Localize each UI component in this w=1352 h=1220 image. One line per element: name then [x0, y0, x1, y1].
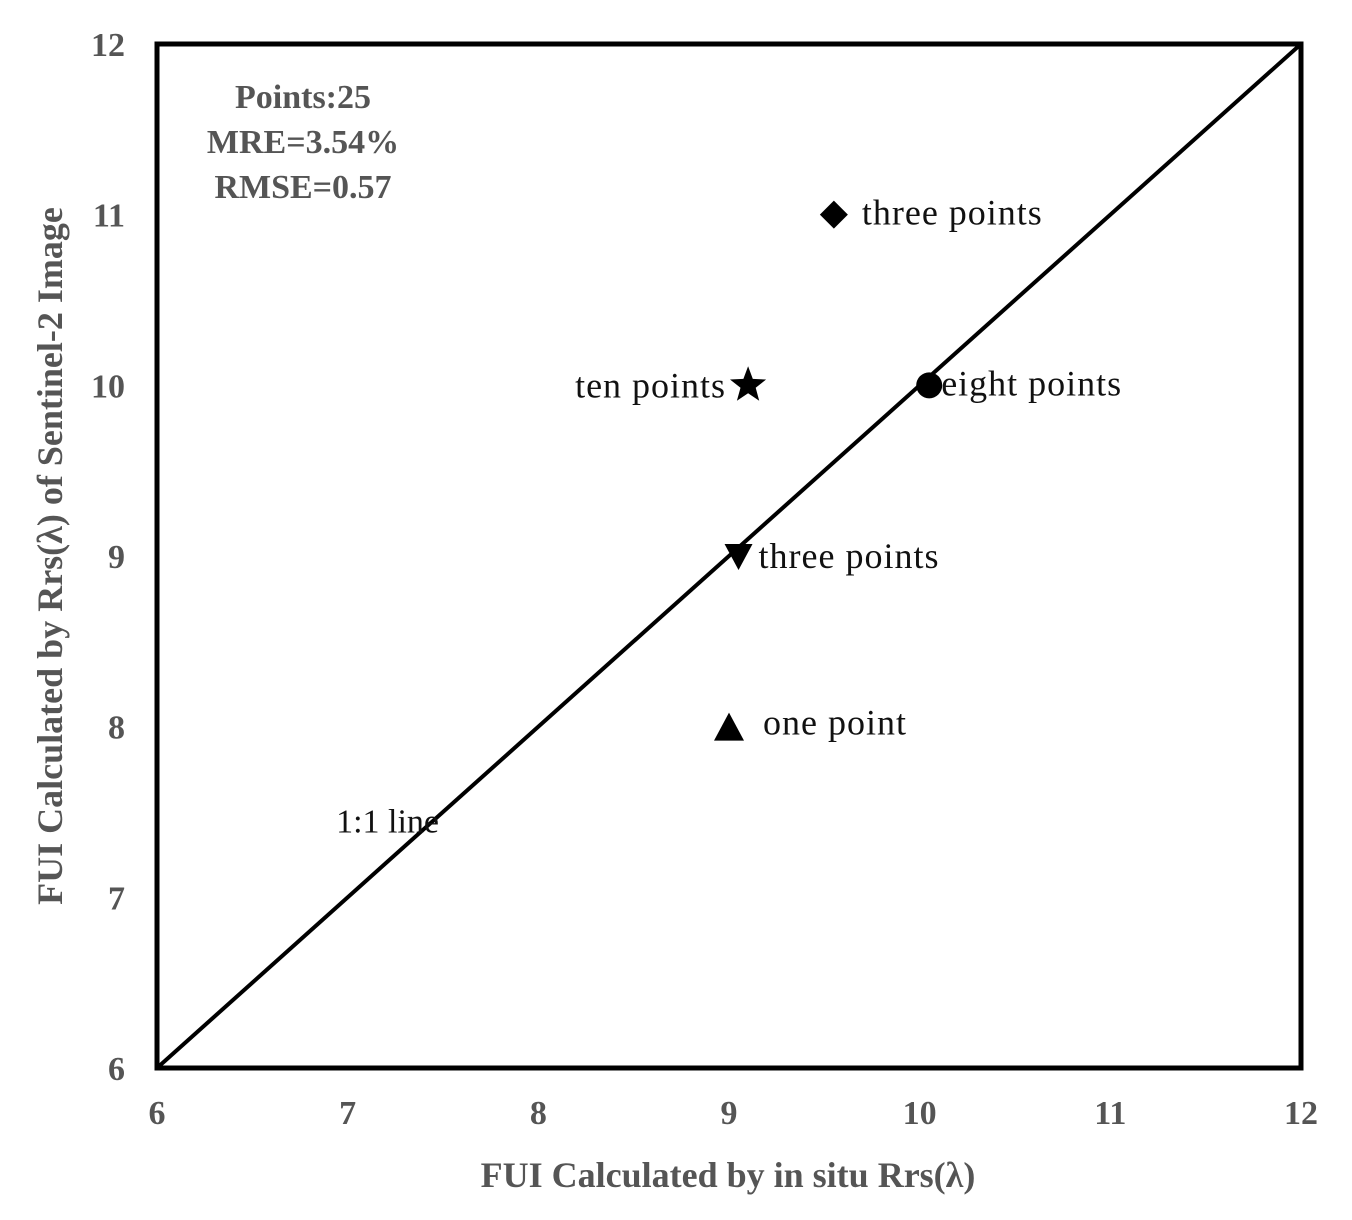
x-tick-label: 8	[530, 1095, 547, 1132]
x-tick-label: 6	[149, 1095, 166, 1132]
marker-star	[730, 366, 767, 401]
marker-triangle-up	[714, 712, 744, 741]
marker-triangle-down	[724, 544, 753, 570]
x-tick-label: 11	[1094, 1095, 1126, 1132]
point-label: one point	[763, 703, 907, 743]
y-tick-label: 8	[108, 710, 125, 747]
one-to-one-line-label: 1:1 line	[336, 804, 439, 841]
x-tick-label: 12	[1284, 1095, 1318, 1132]
stats-points: Points:25	[235, 79, 371, 116]
one-to-one-line	[155, 42, 1303, 1070]
y-tick-label: 11	[93, 198, 125, 235]
y-tick-label: 10	[91, 368, 125, 405]
y-tick-label: 6	[108, 1051, 125, 1088]
marker-diamond	[819, 200, 848, 229]
x-tick-label: 9	[721, 1095, 738, 1132]
y-axis-label: FUI Calculated by Rrs(λ) of Sentinel-2 I…	[30, 207, 70, 905]
plot-area: 1:1 line 6 7 8 9 10 11 12 6 7 8 9 10 11 12 three points…	[91, 27, 1318, 1132]
stats-mre: MRE=3.54%	[207, 124, 399, 161]
y-tick-label: 9	[108, 539, 125, 576]
x-tick-label: 7	[339, 1095, 356, 1132]
stats-block: Points:25 MRE=3.54% RMSE=0.57	[207, 79, 399, 206]
point-label: three points	[862, 193, 1043, 233]
stats-rmse: RMSE=0.57	[214, 169, 391, 206]
y-tick-label: 7	[108, 880, 125, 917]
x-tick-label: 10	[903, 1095, 937, 1132]
plot-frame	[154, 41, 1304, 1071]
point-label: three points	[759, 536, 940, 576]
point-label: eight points	[941, 363, 1122, 403]
marker-circle	[916, 372, 943, 399]
x-axis-label: FUI Calculated by in situ Rrs(λ)	[481, 1155, 976, 1195]
point-label: ten points	[575, 365, 726, 405]
y-tick-label: 12	[91, 27, 125, 64]
